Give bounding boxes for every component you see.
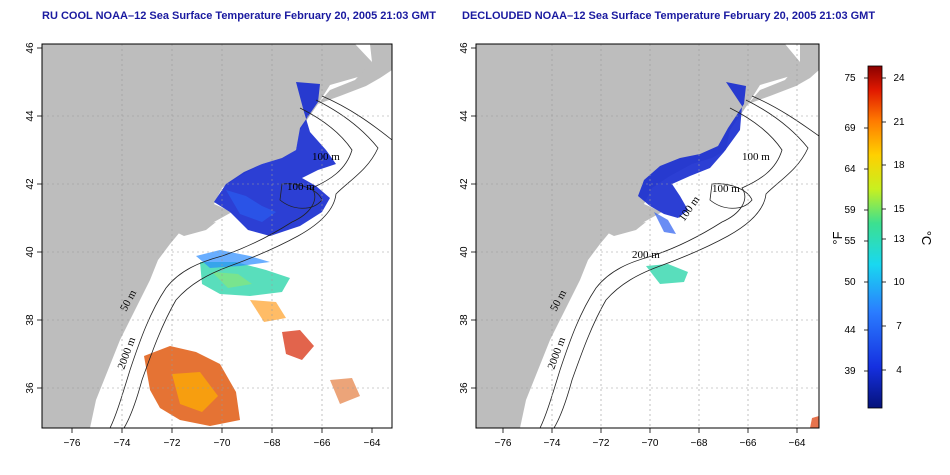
fahrenheit-tick: 39 [844,366,856,377]
nova-scotia [318,44,392,104]
colorbar-gradient [867,65,883,409]
y-tick-label: 40 [25,246,36,258]
x-tick-label: −66 [740,438,757,449]
long-island [606,222,646,236]
y-tick-label: 42 [25,178,36,190]
x-tick-label: −66 [314,438,331,449]
plot-frame-left [41,43,393,429]
x-tick-label: −74 [544,438,561,449]
panel-title-right: DECLOUDED NOAA–12 Sea Surface Temperatur… [462,10,876,22]
y-tick-label: 44 [459,110,470,122]
y-tick-label: 38 [459,314,470,326]
plot-frame-right [475,43,820,429]
cold-water [638,82,746,218]
x-tick-label: −68 [264,438,281,449]
nova-scotia [748,44,819,104]
grid-lines [476,44,819,428]
axis-right-panel [471,47,798,433]
y-tick-label: 36 [459,382,470,394]
fahrenheit-tick: 50 [844,277,856,288]
contour-label: 100 m [712,183,740,195]
fahrenheit-tick: 55 [844,236,856,247]
celsius-tick: 21 [893,117,905,128]
contour-label: 100 m [312,151,340,163]
celsius-tick: 13 [893,234,905,245]
y-tick-label: 46 [459,42,470,54]
x-tick-label: −64 [364,438,381,449]
celsius-tick: 24 [893,73,905,84]
celsius-tick: 18 [893,160,905,171]
celsius-tick: 10 [893,277,905,288]
fahrenheit-tick: 64 [844,164,856,175]
fahrenheit-unit-label: °F [830,231,845,244]
celsius-unit-label: °C [919,231,934,246]
y-tick-label: 46 [25,42,36,54]
celsius-tick: 15 [893,204,905,215]
mid-water [646,264,688,284]
x-tick-label: −70 [642,438,659,449]
land-mass [476,44,800,428]
x-tick-label: −70 [214,438,231,449]
long-island [176,222,216,236]
colorbar: 75 69 64 59 55 50 44 39 24 21 18 15 13 1… [830,65,934,409]
axis-left-panel [37,47,373,433]
map-panel-left: 100 m 100 m 50 m 2000 m [42,44,392,428]
celsius-tick: 4 [896,365,902,376]
fahrenheit-tick: 59 [844,205,856,216]
y-tick-label: 36 [25,382,36,394]
x-tick-label: −68 [691,438,708,449]
y-tick-label: 42 [459,178,470,190]
x-tick-label: −76 [495,438,512,449]
panel-title-left: RU COOL NOAA–12 Sea Surface Temperature … [42,10,436,22]
x-tick-label: −72 [593,438,610,449]
contour-label: 100 m [287,181,315,193]
x-tick-label: −64 [789,438,806,449]
contour-label: 200 m [632,249,660,261]
fahrenheit-tick: 75 [844,73,856,84]
x-tick-label: −72 [164,438,181,449]
fahrenheit-tick: 69 [844,123,856,134]
x-tick-label: −74 [114,438,131,449]
contour-label: 100 m [742,151,770,163]
grid-lines [42,44,392,428]
y-tick-label: 38 [25,314,36,326]
land-mass [42,44,372,428]
celsius-tick: 7 [896,321,902,332]
y-tick-label: 40 [459,246,470,258]
map-panel-right: 100 m 100 m 100 m 200 m 50 m 2000 m [476,44,819,428]
y-tick-label: 44 [25,110,36,122]
fahrenheit-tick: 44 [844,325,856,336]
x-tick-label: −76 [64,438,81,449]
depth-contours [539,95,819,428]
